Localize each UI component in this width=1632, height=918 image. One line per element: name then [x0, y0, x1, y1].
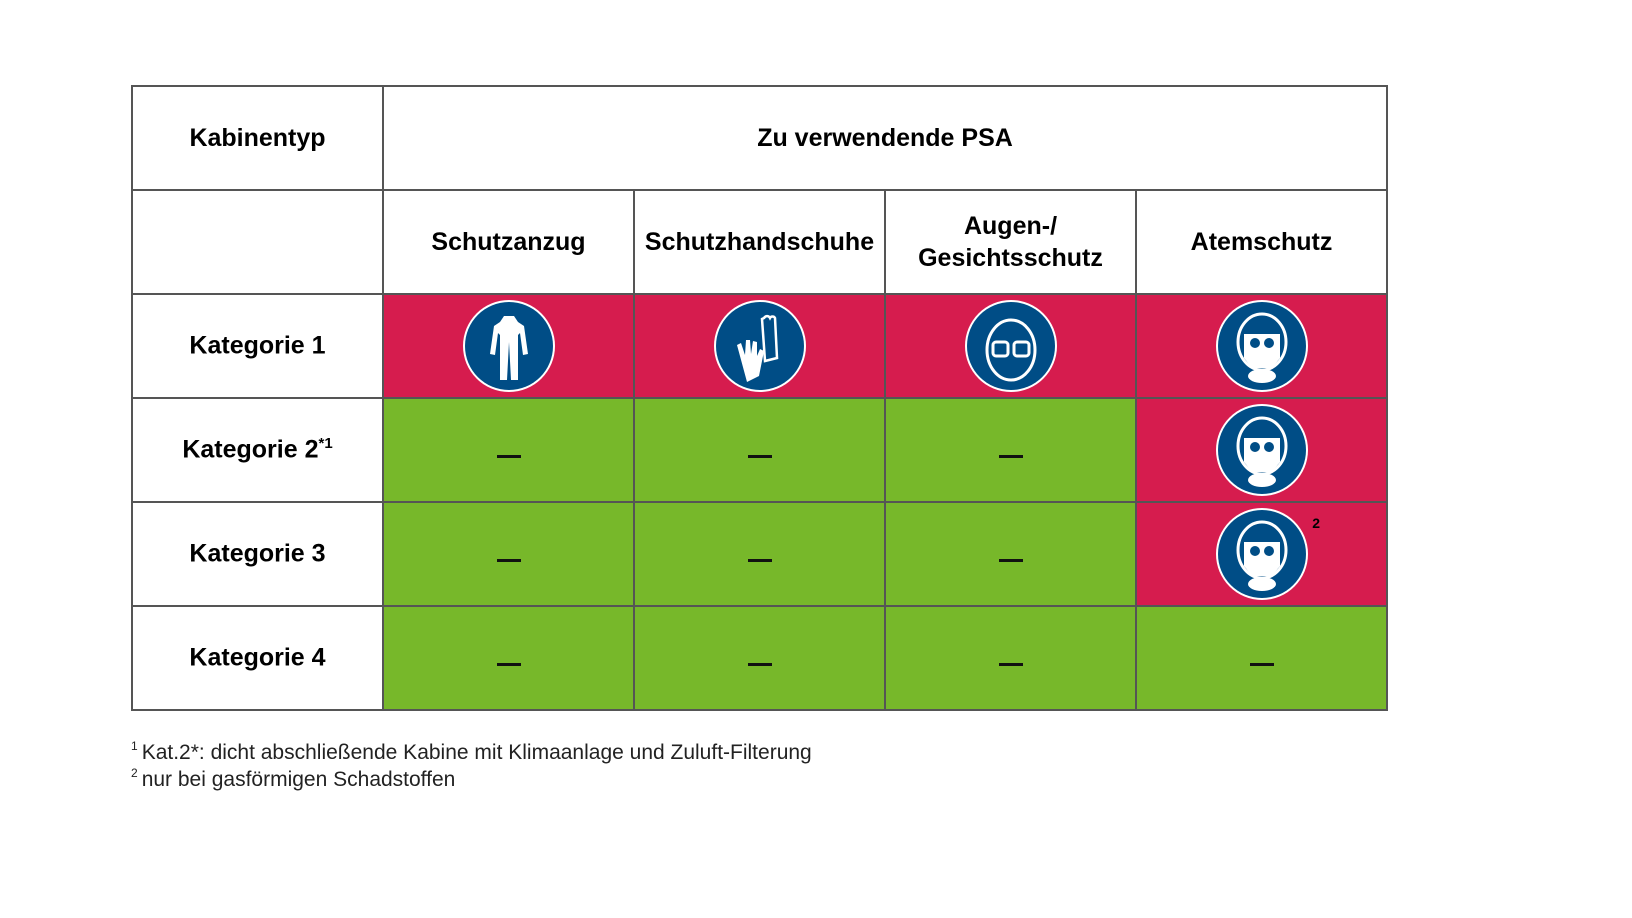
table-row: Kategorie 4: [131, 605, 1388, 711]
psa-table: Kabinentyp Zu verwendende PSA Schutzanzu…: [131, 85, 1388, 711]
cell-none: [382, 605, 635, 711]
respirator-icon: [1215, 300, 1308, 392]
cell-none: [633, 397, 886, 503]
cell-none: [884, 501, 1137, 607]
cell-required: [884, 293, 1137, 399]
cell-required: 2: [1135, 501, 1388, 607]
protective-suit-icon: [462, 300, 555, 392]
row-label: Kategorie 2*1: [131, 397, 384, 503]
col-schutzhandschuhe: Schutzhandschuhe: [633, 189, 886, 295]
header-empty: [131, 189, 384, 295]
cell-none: [382, 501, 635, 607]
dash-none: [747, 558, 772, 562]
table-row: Kategorie 3 2: [131, 501, 1388, 607]
dash-none: [998, 558, 1023, 562]
dash-none: [496, 558, 521, 562]
dash-none: [496, 454, 521, 458]
cell-required: [633, 293, 886, 399]
table-row: Kategorie 1: [131, 293, 1388, 399]
respirator-icon: [1215, 508, 1308, 600]
cell-none: [884, 605, 1137, 711]
cell-none: [633, 501, 886, 607]
respirator-icon: [1215, 404, 1308, 496]
col-augenschutz: Augen-/Gesichtsschutz: [884, 189, 1137, 295]
eye-face-protection-icon: [964, 300, 1057, 392]
cell-none: [884, 397, 1137, 503]
dash-none: [747, 662, 772, 666]
cell-none: [633, 605, 886, 711]
dash-none: [998, 454, 1023, 458]
header-kabinentyp: Kabinentyp: [131, 85, 384, 191]
row-label: Kategorie 4: [131, 605, 384, 711]
gloves-icon: [713, 300, 806, 392]
row-label: Kategorie 3: [131, 501, 384, 607]
table-row: Kategorie 2*1: [131, 397, 1388, 503]
cell-none: [1135, 605, 1388, 711]
footnote-1: 1 Kat.2*: dicht abschließende Kabine mit …: [131, 739, 812, 764]
dash-none: [496, 662, 521, 666]
dash-none: [747, 454, 772, 458]
col-atemschutz: Atemschutz: [1135, 189, 1388, 295]
dash-none: [998, 662, 1023, 666]
cell-required: [1135, 293, 1388, 399]
dash-none: [1249, 662, 1274, 666]
cell-none: [382, 397, 635, 503]
cell-required: [382, 293, 635, 399]
col-schutzanzug: Schutzanzug: [382, 189, 635, 295]
cell-required: [1135, 397, 1388, 503]
header-psa: Zu verwendende PSA: [382, 85, 1388, 191]
footnote-2: 2 nur bei gasförmigen Schadstoffen: [131, 766, 456, 791]
row-label: Kategorie 1: [131, 293, 384, 399]
footnote-mark: 2: [1312, 515, 1320, 531]
